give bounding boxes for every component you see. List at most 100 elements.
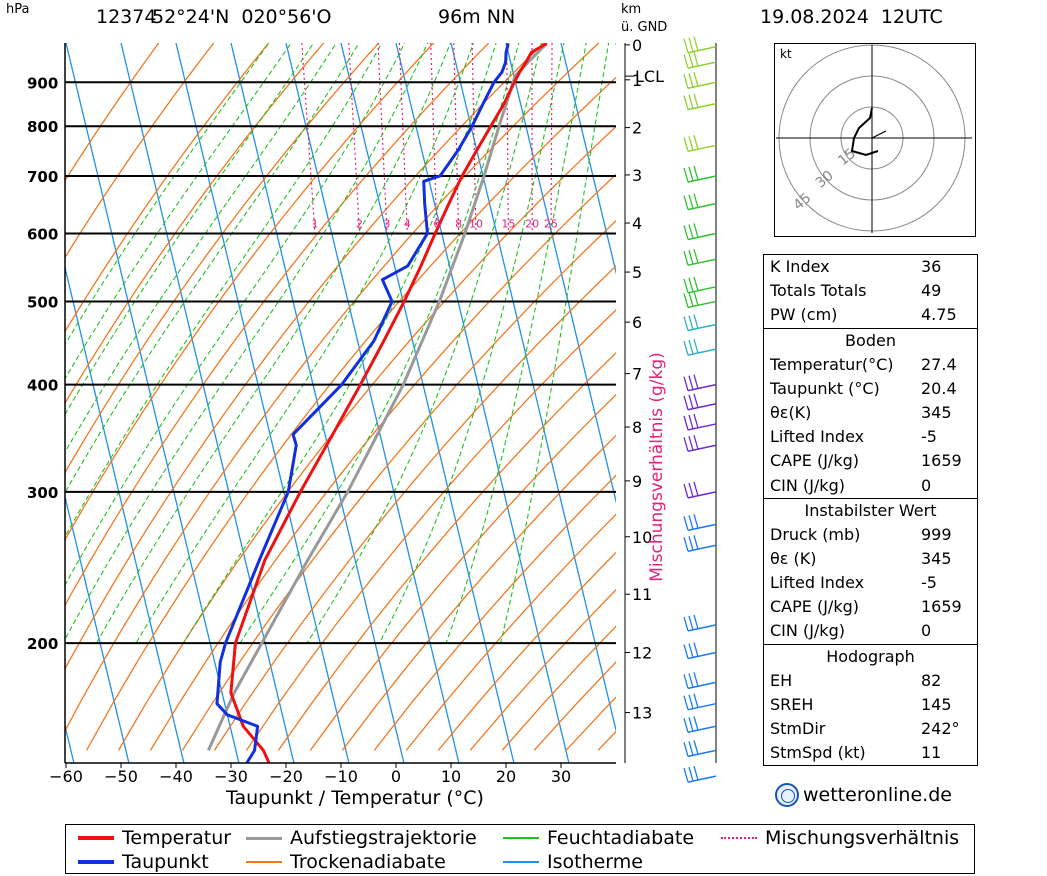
moist-adiabat-line (65, 43, 429, 641)
unstable-row: Druck (mb) 999 (764, 523, 977, 547)
height-tick-label: 9 (632, 472, 642, 491)
wind-barb-flag (683, 225, 689, 240)
wind-barb-flag (688, 394, 694, 409)
wind-barb-flag (683, 695, 689, 710)
wind-barb-flag (693, 435, 699, 450)
unstable-label: θε (K) (770, 548, 817, 568)
height-tick-label: 11 (632, 585, 652, 604)
wind-barb-flag (693, 249, 699, 264)
wind-barb-flag (683, 376, 689, 391)
wind-barb-flag (683, 38, 689, 53)
moist-adiabat-line (445, 43, 587, 644)
wind-barb-flag (693, 693, 699, 708)
isotherm-line (560, 43, 616, 275)
pressure-tick-label: 900 (27, 74, 58, 92)
unstable-row: CIN (J/kg) 0 (764, 619, 977, 643)
x-tick-label: 30 (551, 767, 571, 786)
wind-barb-flag (683, 644, 689, 659)
legend-moist-swatch (503, 837, 539, 839)
pressure-tick-label: 300 (27, 484, 58, 502)
hodograph-param-value: 82 (921, 670, 942, 690)
wind-barb-flag (693, 374, 699, 389)
mixing-ratio-line (377, 43, 388, 234)
moist-adiabat-line (239, 43, 520, 644)
mixing-ratio-axis-label: Mischungsverhältnis (g/kg) (647, 352, 667, 582)
pressure-tick-label: 600 (27, 225, 58, 243)
lcl-label: LCL (635, 67, 664, 86)
height-tick-label: 2 (632, 119, 642, 138)
station-id: 12374 (96, 6, 157, 28)
surface-value: 0 (921, 475, 932, 495)
legend: Temperatur Aufstiegstrajektorie Feuchtad… (65, 824, 975, 874)
mixing-ratio-label: 25 (544, 217, 558, 230)
x-tick-label: −50 (104, 767, 138, 786)
surface-label: Taupunkt (°C) (770, 378, 880, 398)
height-tick-label: 10 (632, 528, 652, 547)
mixing-ratio-label: 1 (311, 217, 318, 230)
dry-adiabat-line (85, 76, 616, 751)
globe-icon (775, 783, 799, 807)
legend-isotherm: Isotherme (503, 851, 643, 873)
moist-adiabat-line (65, 43, 315, 416)
wind-barb-flag (683, 95, 689, 110)
legend-dewpoint-label: Taupunkt (122, 851, 209, 873)
wind-barb-flag (683, 74, 689, 89)
legend-dry-swatch (246, 861, 282, 863)
legend-parcel-label: Aufstiegstrajektorie (290, 827, 477, 849)
wind-barb-flag (693, 535, 699, 550)
legend-dewpoint-swatch (78, 860, 114, 864)
wind-barb-flag (693, 276, 699, 292)
wind-barb-flag (688, 292, 694, 307)
surface-row: θε(K) 345 (764, 401, 977, 425)
moist-adiabat-line (135, 43, 474, 644)
unstable-row: Lifted Index -5 (764, 571, 977, 595)
hodograph-param-row: StmDir 242° (764, 717, 977, 741)
pressure-tick-label: 700 (27, 168, 58, 186)
km-label: km (621, 2, 642, 17)
height-tick-label: 3 (632, 166, 642, 185)
surface-row: CAPE (J/kg) 1659 (764, 449, 977, 473)
wind-barb-flag (683, 415, 689, 431)
moist-adiabat-line (65, 43, 406, 587)
legend-dry-label: Trockenadiabate (290, 851, 446, 873)
x-tick-label: −60 (49, 767, 83, 786)
legend-isotherm-swatch (503, 861, 539, 863)
wind-barb-flag (688, 315, 694, 330)
isotherm-line (505, 43, 616, 504)
wind-barb-flag (688, 717, 694, 732)
index-row: K Index 36 (764, 255, 977, 279)
wind-barb-flag (683, 316, 689, 331)
wind-barb-flag (688, 694, 694, 709)
hodograph-param-row: SREH 145 (764, 693, 977, 717)
legend-mixing: Mischungsverhältnis (721, 827, 959, 849)
surface-label: CIN (J/kg) (770, 475, 845, 495)
wind-barb-flag (693, 514, 699, 529)
mixing-ratio-label: 3 (384, 217, 391, 230)
mixing-ratio-label: 20 (525, 217, 539, 230)
wind-barb-flag (683, 251, 689, 266)
mixing-ratio-label: 6 (433, 217, 440, 230)
unstable-value: 999 (921, 524, 952, 544)
height-tick-label: 6 (632, 313, 642, 332)
wind-barb-flag (688, 741, 694, 756)
wind-barb-flag (688, 166, 694, 182)
wind-barb-flag (693, 716, 699, 731)
moist-adiabat-line (65, 43, 270, 346)
surface-value: 20.4 (921, 378, 957, 398)
wind-barb-flag (693, 765, 699, 781)
moist-adiabat-line (500, 43, 610, 644)
wind-barb-flag (693, 165, 699, 181)
wind-barb-flag (688, 615, 694, 631)
brand-link[interactable]: wetteronline.de (775, 783, 952, 807)
surface-row: CIN (J/kg) 0 (764, 474, 977, 498)
height-tick-label: 5 (632, 263, 642, 282)
mixing-ratio-label: 2 (356, 217, 363, 230)
surface-value: 345 (921, 402, 952, 422)
wind-barb-flag (693, 93, 699, 108)
wind-barb-flag (688, 414, 694, 430)
wind-barb-flag (688, 766, 694, 782)
wind-barb-flag (693, 481, 699, 497)
hodograph-unit: kt (780, 47, 792, 61)
surface-label: CAPE (J/kg) (770, 451, 859, 471)
dewpoint-profile (215, 43, 510, 763)
